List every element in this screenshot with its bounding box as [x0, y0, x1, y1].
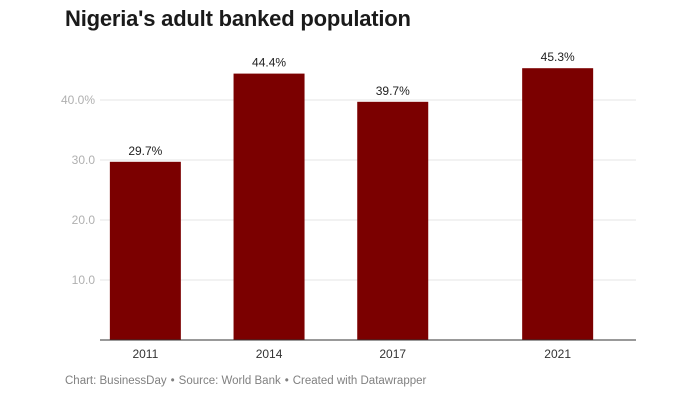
chart-title: Nigeria's adult banked population	[65, 6, 411, 31]
bars	[109, 68, 594, 340]
footer-separator: •	[170, 375, 175, 387]
value-labels: 29.7% 44.4% 39.7% 45.3%	[128, 50, 575, 158]
x-tick-labels: 2011 2014 2017 2021	[132, 347, 571, 361]
y-tick-label: 10.0	[72, 273, 96, 287]
x-tick-label: 2011	[132, 347, 158, 361]
y-tick-label: 30.0	[72, 153, 96, 167]
value-label: 29.7%	[128, 144, 162, 158]
bar	[109, 161, 181, 340]
x-tick-label: 2014	[256, 347, 283, 361]
y-tick-label: 20.0	[72, 213, 96, 227]
x-tick-label: 2017	[379, 347, 406, 361]
bar	[233, 73, 305, 340]
footer-tool: Created with Datawrapper	[292, 375, 427, 387]
chart-footer: Chart: BusinessDay • Source: World Bank • Cr…	[65, 375, 426, 387]
footer-separator: •	[284, 375, 289, 387]
y-tick-label: 40.0%	[61, 93, 95, 107]
bar	[357, 101, 429, 340]
value-label: 44.4%	[252, 56, 286, 70]
x-tick-label: 2021	[544, 347, 571, 361]
footer-credit: Chart: BusinessDay	[65, 375, 167, 387]
footer-source: Source: World Bank	[178, 375, 281, 387]
value-label: 39.7%	[376, 84, 410, 98]
y-tick-labels: 10.0 20.0 30.0 40.0%	[61, 93, 95, 287]
value-label: 45.3%	[541, 50, 575, 64]
bar	[522, 68, 594, 340]
